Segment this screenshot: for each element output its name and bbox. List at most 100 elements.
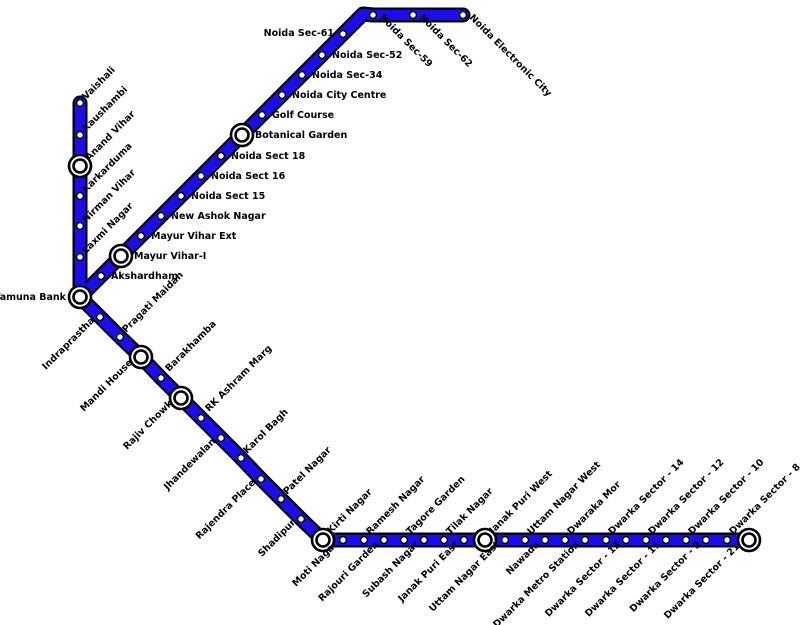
station-barakhamba[interactable] (156, 373, 166, 383)
station-dot-icon (136, 231, 146, 241)
station-dwaraka-mor[interactable] (560, 535, 570, 545)
station-dot-icon (96, 271, 106, 281)
station-dot-icon (196, 413, 206, 423)
stations (67, 10, 762, 553)
station-label-noida-city-centre: Noida City Centre (292, 90, 386, 101)
station-karol-bagh[interactable] (236, 453, 246, 463)
station-mandi-house[interactable] (128, 344, 154, 370)
station-dwarka-sector-14[interactable] (601, 535, 611, 545)
station-nirman-vihar[interactable] (75, 221, 85, 231)
station-dwarka-sector-12[interactable] (641, 535, 651, 545)
station-noida-sec-34[interactable] (297, 70, 307, 80)
station-label-noida-sec-52: Noida Sec-52 (332, 50, 402, 61)
station-noida-sect-15[interactable] (176, 191, 186, 201)
station-new-ashok-nagar[interactable] (156, 211, 166, 221)
station-dot-icon (75, 191, 85, 201)
station-label-indraprastha: Indraprastha (40, 315, 97, 372)
station-noida-electronic-city[interactable] (458, 10, 468, 20)
station-label-rk-ashram-marg: RK Ashram Marg (203, 343, 274, 414)
station-label-mandi-house: Mandi House (78, 357, 135, 414)
station-dot-icon (115, 332, 125, 342)
station-tilak-nagar[interactable] (439, 535, 449, 545)
station-dwarka-metro-station[interactable] (580, 535, 590, 545)
interchange-inner-ring-icon (133, 349, 149, 365)
station-kirti-nagar[interactable] (310, 527, 336, 553)
station-anand-vihar[interactable] (67, 153, 93, 179)
station-dot-icon (297, 70, 307, 80)
station-tagore-garden[interactable] (399, 535, 409, 545)
station-dwarka-sector-11[interactable] (661, 535, 671, 545)
station-mayur-vihar-i[interactable] (108, 243, 134, 269)
station-uttam-nagar-east[interactable] (500, 535, 510, 545)
station-patel-nagar[interactable] (276, 494, 286, 504)
station-karkarduma[interactable] (75, 191, 85, 201)
station-label-akshardham: Akshardham (111, 271, 178, 282)
station-dot-icon (338, 29, 348, 39)
station-noida-sect-16[interactable] (196, 171, 206, 181)
station-rajouri-garden[interactable] (379, 535, 389, 545)
station-dot-icon (500, 535, 510, 545)
station-moti-nagar[interactable] (338, 535, 348, 545)
station-noida-sect-18[interactable] (216, 151, 226, 161)
station-dot-icon (256, 474, 266, 484)
station-noida-sec-59[interactable] (368, 10, 378, 20)
station-akshardham[interactable] (96, 271, 106, 281)
station-label-uttam-nagar-west: Uttam Nagar West (525, 459, 603, 537)
station-dwarka-sector-10[interactable] (681, 535, 691, 545)
station-indraprastha[interactable] (95, 312, 105, 322)
station-dot-icon (459, 535, 469, 545)
station-dot-icon (722, 535, 732, 545)
station-label-shadipur: Shadipur (256, 517, 298, 559)
station-nawada[interactable] (540, 535, 550, 545)
station-dwarka-sector-21[interactable] (736, 527, 762, 553)
station-noida-sec-61[interactable] (338, 29, 348, 39)
station-label-dwarka-sector-12: Dwarka Sector - 12 (646, 457, 726, 537)
station-label-dwarka-sector-14: Dwarka Sector - 14 (606, 457, 686, 537)
station-dwarka-sector-8[interactable] (722, 535, 732, 545)
station-botanical-garden[interactable] (229, 122, 255, 148)
interchange-inner-ring-icon (72, 289, 88, 305)
station-label-dwarka-sector-8: Dwarka Sector - 8 (727, 461, 800, 537)
station-label-noida-sect-18: Noida Sect 18 (231, 151, 306, 162)
station-label-noida-electronic-city: Noida Electronic City (467, 12, 554, 99)
station-shadipur[interactable] (296, 514, 306, 524)
station-mayur-vihar-ext[interactable] (136, 231, 146, 241)
station-dot-icon (641, 535, 651, 545)
station-jhandewalan[interactable] (216, 433, 226, 443)
station-pragati-maidan[interactable] (115, 332, 125, 342)
station-golf-course[interactable] (257, 110, 267, 120)
station-label-noida-sec-61: Noida Sec-61 (264, 28, 334, 39)
station-rajendra-place[interactable] (256, 474, 266, 484)
station-rajiv-chowk[interactable] (168, 385, 194, 411)
station-dot-icon (95, 312, 105, 322)
station-yamuna-bank[interactable] (67, 284, 93, 310)
station-dot-icon (408, 10, 418, 20)
metro-track (72, 6, 757, 548)
station-dwarka-sector-9[interactable] (701, 535, 711, 545)
station-janak-puri-west[interactable] (472, 527, 498, 553)
station-label-yamuna-bank: Yamuna Bank (0, 292, 67, 303)
interchange-inner-ring-icon (113, 248, 129, 264)
interchange-inner-ring-icon (72, 158, 88, 174)
station-janak-puri-east[interactable] (459, 535, 469, 545)
station-noida-city-centre[interactable] (277, 90, 287, 100)
station-dwarka-sector-13[interactable] (621, 535, 631, 545)
station-dot-icon (458, 10, 468, 20)
station-dot-icon (560, 535, 570, 545)
station-dot-icon (176, 191, 186, 201)
station-dot-icon (661, 535, 671, 545)
station-noida-sec-52[interactable] (317, 50, 327, 60)
station-laxmi-nagar[interactable] (75, 252, 85, 262)
station-label-new-ashok-nagar: New Ashok Nagar (171, 211, 266, 222)
station-noida-sec-62[interactable] (408, 10, 418, 20)
station-label-golf-course: Golf Course (272, 110, 334, 121)
station-kaushambi[interactable] (75, 130, 85, 140)
station-label-patel-nagar: Patel Nagar (281, 445, 333, 497)
station-ramesh-nagar[interactable] (359, 535, 369, 545)
station-label-noida-sect-15: Noida Sect 15 (191, 191, 265, 202)
station-subash-nagar[interactable] (419, 535, 429, 545)
station-vaishali[interactable] (75, 98, 85, 108)
station-uttam-nagar-west[interactable] (520, 535, 530, 545)
station-label-karol-bagh: Karol Bagh (241, 407, 290, 456)
station-rk-ashram-marg[interactable] (196, 413, 206, 423)
